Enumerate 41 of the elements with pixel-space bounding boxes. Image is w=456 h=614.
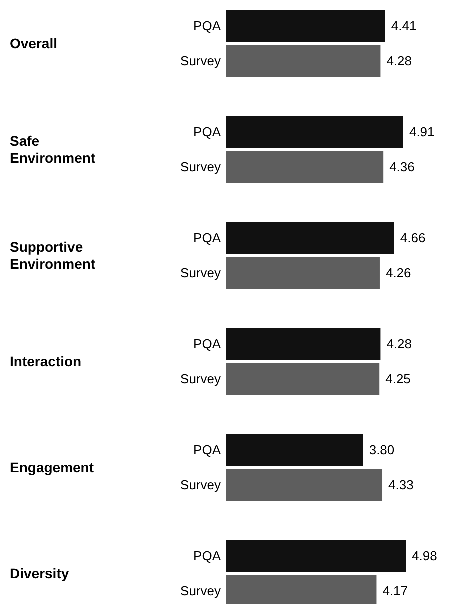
data-label: 4.28 bbox=[386, 336, 412, 352]
text: PQA bbox=[194, 442, 221, 458]
data-label: 4.28 bbox=[386, 54, 412, 69]
bar bbox=[226, 469, 383, 501]
data-label: 4.36 bbox=[390, 160, 415, 175]
bar bbox=[226, 363, 380, 395]
y-tick-label: Overall bbox=[10, 35, 58, 52]
data-label: 4.25 bbox=[386, 372, 411, 387]
data-label: 4.41 bbox=[391, 18, 417, 34]
data-label: 4.66 bbox=[400, 230, 426, 246]
text: Survey bbox=[180, 160, 221, 175]
y-tick-label: Engagement bbox=[10, 459, 94, 476]
data-label: 4.91 bbox=[409, 124, 435, 140]
text: PQA bbox=[194, 230, 221, 246]
text: PQA bbox=[194, 124, 221, 140]
data-label: 4.26 bbox=[386, 266, 412, 281]
data-label: 4.33 bbox=[388, 478, 414, 493]
data-label: 4.17 bbox=[382, 584, 408, 599]
bar bbox=[226, 434, 364, 466]
text: Survey bbox=[180, 478, 221, 493]
y-tick-label: Safe Environment bbox=[10, 132, 96, 166]
y-tick-label: Supportive Environment bbox=[10, 238, 96, 272]
text: PQA bbox=[194, 336, 221, 352]
bar bbox=[226, 222, 394, 254]
text: PQA bbox=[194, 548, 221, 564]
data-label: 3.80 bbox=[369, 442, 395, 458]
y-tick-label: Interaction bbox=[10, 353, 82, 370]
bar bbox=[226, 45, 381, 77]
data-label: 4.98 bbox=[412, 548, 438, 564]
bar bbox=[226, 257, 380, 289]
text: Survey bbox=[180, 584, 221, 599]
bar bbox=[226, 116, 404, 148]
bar bbox=[226, 151, 384, 183]
series-label: Survey bbox=[180, 54, 222, 69]
y-tick-label: Diversity bbox=[10, 565, 70, 582]
series-label: PQA bbox=[194, 18, 222, 34]
text: Survey bbox=[180, 266, 221, 281]
text: Survey bbox=[180, 372, 221, 387]
bar bbox=[226, 540, 406, 572]
bar bbox=[226, 10, 386, 42]
bar bbox=[226, 328, 381, 360]
